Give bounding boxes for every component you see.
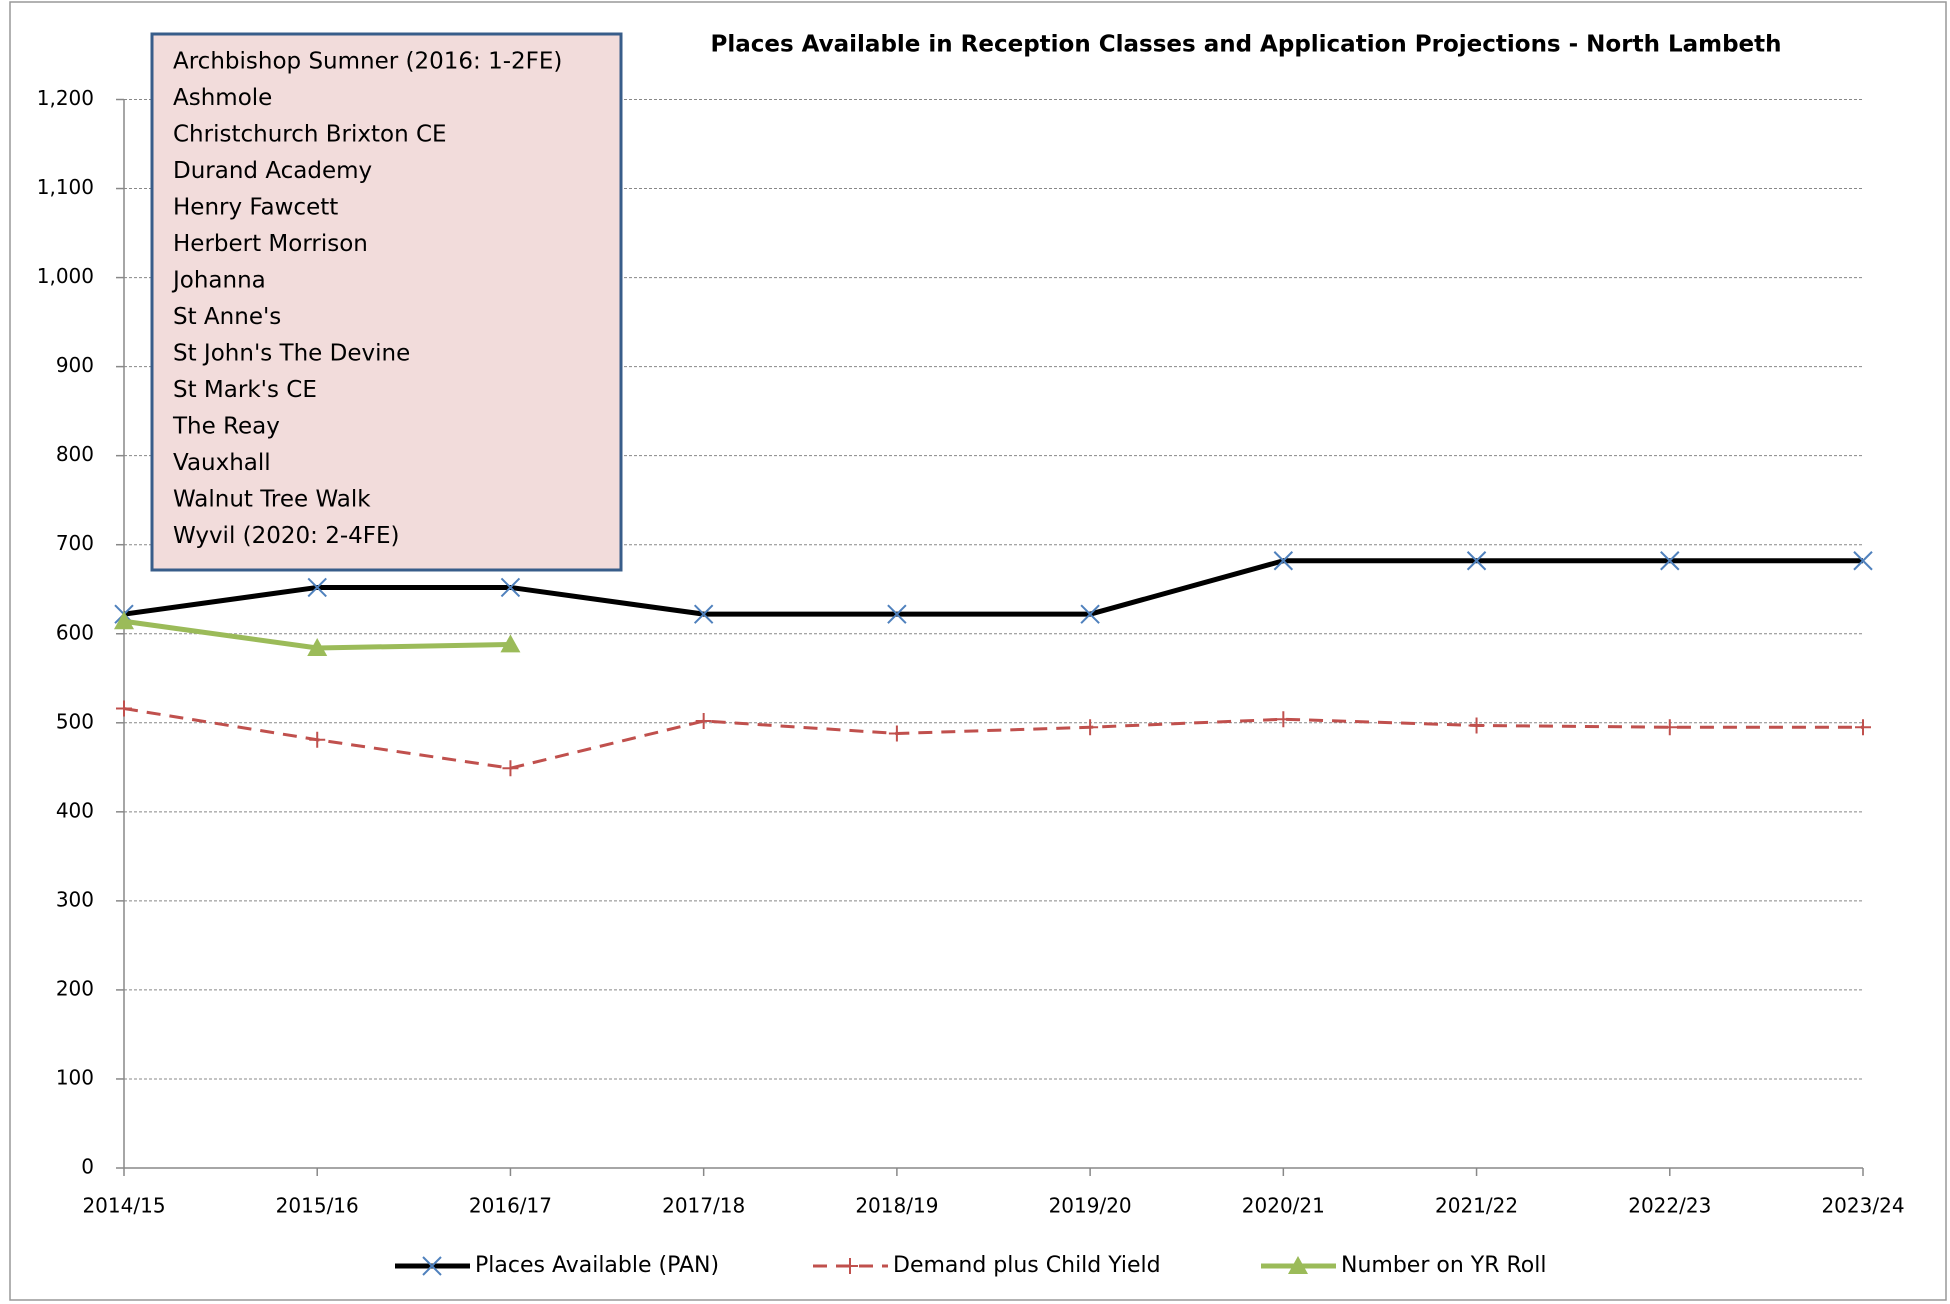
x-tick-label: 2018/19 <box>855 1194 938 1218</box>
marker <box>887 604 907 624</box>
legend-label: Places Available (PAN) <box>475 1253 719 1278</box>
y-tick-label: 1,000 <box>37 264 94 288</box>
y-tick-label: 0 <box>81 1155 94 1179</box>
x-tick-label: 2021/22 <box>1435 1194 1518 1218</box>
marker <box>888 725 905 742</box>
annotation-line: St John's The Devine <box>173 341 410 367</box>
plot-area: 0 100 200 300 400 500 600 700 800 900 1,000 1,100 1,… <box>37 86 1905 1218</box>
legend: Places Available (PAN) Demand plus Child … <box>395 1253 1546 1278</box>
x-tick-label: 2014/15 <box>82 1194 165 1218</box>
annotation-line: Wyvil (2020: 2-4FE) <box>173 523 400 549</box>
y-tick-label: 700 <box>56 531 94 555</box>
annotation-line: Henry Fawcett <box>173 195 338 221</box>
legend-label: Demand plus Child Yield <box>893 1253 1161 1278</box>
marker <box>500 634 521 653</box>
legend-marker <box>842 1258 858 1274</box>
marker <box>307 577 327 598</box>
annotation: Archbishop Sumner (2016: 1-2FE) Ashmole Ch… <box>150 32 623 572</box>
chart-title: Places Available in Reception Classes an… <box>710 32 1781 58</box>
y-tick-label: 200 <box>56 976 94 1000</box>
legend-marker <box>422 1256 442 1276</box>
marker <box>1466 551 1487 571</box>
marker <box>1661 719 1678 736</box>
marker <box>1080 604 1100 624</box>
y-tick-label: 500 <box>56 709 94 733</box>
marker <box>1273 551 1294 571</box>
y-tick-label: 1,200 <box>37 86 94 110</box>
y-tick-label: 400 <box>56 798 94 822</box>
annotation-box <box>150 32 623 572</box>
annotation-line: St Mark's CE <box>173 377 317 403</box>
annotation-line: Ashmole <box>173 85 272 111</box>
x-tick-label: 2023/24 <box>1821 1194 1904 1218</box>
annotation-line: Archbishop Sumner (2016: 1-2FE) <box>173 49 562 75</box>
annotation-line: Christchurch Brixton CE <box>173 122 447 148</box>
legend-label: Number on YR Roll <box>1341 1253 1546 1278</box>
marker <box>693 604 714 624</box>
y-tick-label: 100 <box>56 1065 94 1089</box>
marker <box>309 731 326 748</box>
marker <box>1853 551 1873 571</box>
x-tick-label: 2015/16 <box>276 1194 359 1218</box>
marker <box>114 611 134 630</box>
y-tick-label: 800 <box>56 442 94 466</box>
series-line <box>123 707 1863 770</box>
marker <box>1275 711 1292 728</box>
marker <box>502 760 519 777</box>
annotation-line: Walnut Tree Walk <box>173 487 371 513</box>
annotation-line: Herbert Morrison <box>173 231 368 257</box>
x-tick-label: 2017/18 <box>662 1194 745 1218</box>
legend-marker <box>1288 1256 1308 1274</box>
marker <box>1082 719 1099 736</box>
y-tick-label: 300 <box>56 887 94 911</box>
marker <box>307 637 328 656</box>
y-tick-label: 1,100 <box>37 175 94 199</box>
x-tick-label: 2022/23 <box>1628 1194 1711 1218</box>
marker <box>1660 551 1680 571</box>
annotation-line: The Reay <box>172 414 280 440</box>
annotation-line: Vauxhall <box>173 450 271 476</box>
x-tick-label: 2020/21 <box>1242 1194 1325 1218</box>
marker <box>1855 719 1871 736</box>
x-tick-label: 2016/17 <box>469 1194 552 1218</box>
annotation-line: Johanna <box>171 268 266 294</box>
marker <box>116 700 132 717</box>
y-tick-label: 900 <box>56 353 94 377</box>
y-tick-label: 600 <box>56 620 94 644</box>
marker <box>695 713 712 730</box>
annotation-line: Durand Academy <box>173 158 372 184</box>
marker <box>1468 717 1485 734</box>
marker <box>500 577 521 598</box>
annotation-line: St Anne's <box>173 304 281 330</box>
series-line <box>123 558 1863 617</box>
x-tick-label: 2019/20 <box>1049 1194 1132 1218</box>
